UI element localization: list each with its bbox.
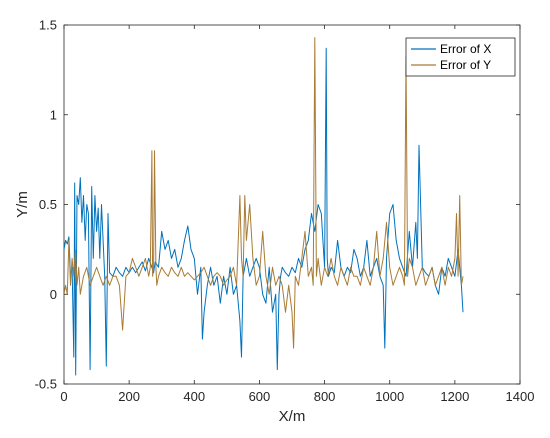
x-axis-label: X/m — [279, 408, 306, 425]
plot-area — [63, 24, 521, 385]
x-tick-label: 800 — [314, 389, 336, 404]
series-line-1 — [64, 47, 464, 376]
legend: Error of X Error of Y — [405, 37, 516, 77]
x-tick-label: 200 — [118, 389, 140, 404]
y-tick-label: 1 — [50, 107, 57, 122]
axes-frame — [63, 24, 521, 385]
x-tick-label: 1400 — [506, 389, 535, 404]
y-axis-label: Y/m — [14, 191, 31, 218]
y-tick-label: 0.5 — [39, 197, 57, 212]
x-axis-ticks: 0 200 400 600 800 1000 1200 1400 — [60, 25, 534, 404]
y-axis-ticks: -0.5 0 0.5 1 1.5 — [35, 18, 520, 392]
legend-box — [405, 37, 516, 77]
series-line-2 — [64, 37, 464, 349]
legend-entry-2: Error of Y — [440, 58, 491, 72]
legend-entry-1: Error of X — [440, 42, 491, 56]
x-tick-label: 0 — [60, 389, 67, 404]
y-tick-label: -0.5 — [35, 377, 57, 392]
y-tick-label: 1.5 — [39, 18, 57, 33]
x-tick-label: 1000 — [375, 389, 404, 404]
x-tick-label: 600 — [249, 389, 271, 404]
x-tick-label: 400 — [183, 389, 205, 404]
series-layer — [64, 37, 464, 376]
x-tick-label: 1200 — [440, 389, 469, 404]
y-tick-label: 0 — [50, 287, 57, 302]
